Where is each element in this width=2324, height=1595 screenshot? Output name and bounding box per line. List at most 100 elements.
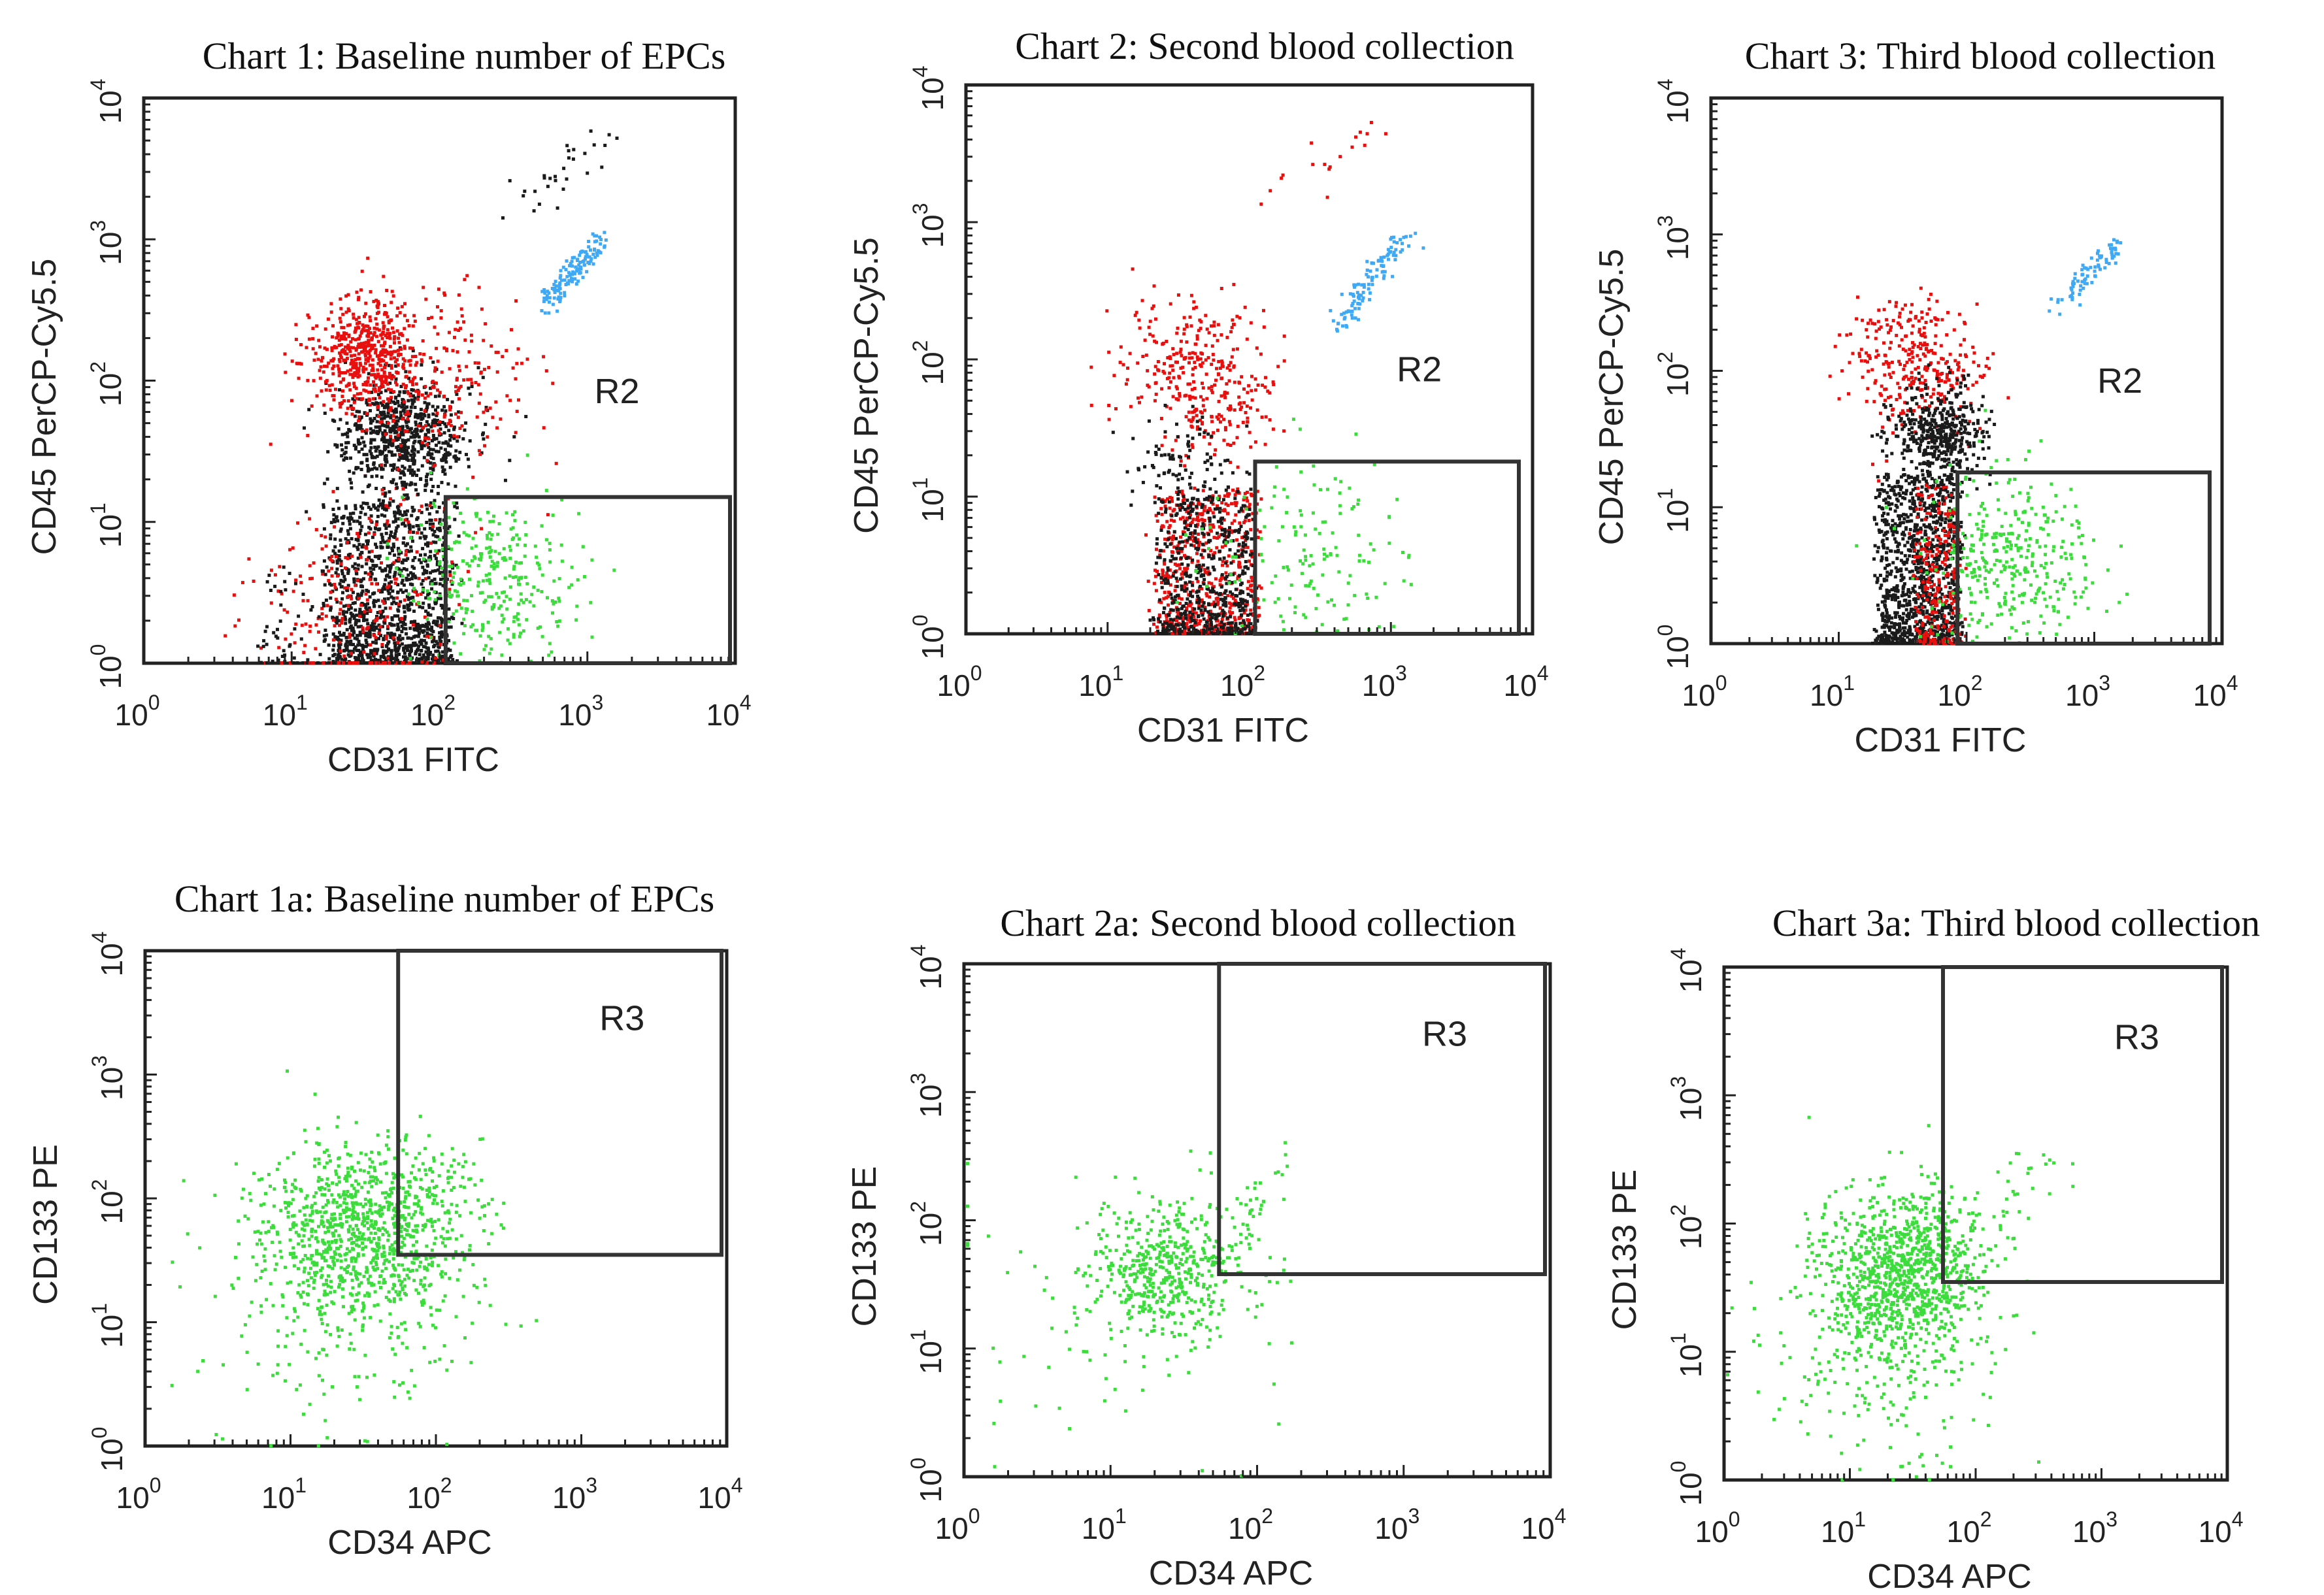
event-dot	[341, 521, 345, 525]
event-dot	[1161, 524, 1165, 528]
event-dot	[380, 561, 383, 565]
event-dot	[373, 466, 376, 470]
event-dot	[346, 540, 349, 544]
event-dot	[508, 574, 512, 578]
event-dot	[403, 615, 407, 619]
event-dot	[1158, 555, 1162, 559]
event-dot	[398, 311, 402, 315]
event-dot	[378, 428, 382, 432]
event-dot	[1234, 529, 1238, 533]
event-dot	[1156, 629, 1159, 633]
event-dot	[369, 655, 373, 659]
event-dot	[544, 538, 548, 542]
event-dot	[434, 650, 438, 653]
event-dot	[492, 567, 496, 570]
event-dot	[358, 442, 362, 446]
event-dot	[1215, 415, 1219, 419]
event-dot	[376, 611, 380, 614]
event-dot	[407, 438, 410, 442]
event-dot	[494, 400, 498, 404]
event-dot	[359, 331, 363, 335]
event-dot	[393, 642, 397, 646]
event-dot	[562, 167, 566, 171]
event-dot	[374, 351, 378, 355]
event-dot	[449, 595, 453, 599]
event-dot	[417, 660, 421, 664]
event-dot	[1193, 342, 1197, 346]
event-dot	[1251, 612, 1255, 616]
event-dot	[410, 402, 414, 406]
event-dot	[410, 539, 414, 543]
event-dot	[357, 534, 361, 538]
event-dot	[476, 383, 480, 387]
event-dot	[408, 627, 412, 631]
event-dot	[438, 518, 442, 521]
event-dot	[1191, 534, 1195, 538]
event-dot	[1148, 333, 1152, 337]
event-dot	[391, 542, 395, 546]
event-dot	[335, 555, 338, 559]
event-dot	[1218, 606, 1222, 610]
event-dot	[433, 656, 437, 660]
event-dot	[407, 608, 410, 612]
event-dot	[1165, 340, 1169, 343]
event-dot	[559, 543, 563, 547]
event-dot	[380, 419, 384, 423]
event-dot	[424, 391, 428, 395]
event-dot	[393, 572, 397, 576]
event-dot	[450, 580, 454, 584]
event-dot	[1228, 548, 1232, 551]
event-dot	[391, 331, 395, 335]
event-dot	[297, 376, 301, 380]
event-dot	[377, 389, 381, 393]
event-dot	[1185, 510, 1189, 514]
event-dot	[471, 475, 475, 479]
event-dot	[1156, 368, 1160, 372]
event-dot	[522, 629, 525, 633]
event-dot	[1197, 519, 1201, 523]
event-dot	[365, 558, 369, 562]
event-dot	[462, 378, 466, 382]
event-dot	[557, 599, 561, 603]
event-dot	[1212, 515, 1216, 519]
event-dot	[525, 582, 529, 585]
event-dot	[405, 420, 408, 424]
event-dot	[457, 397, 461, 401]
event-dot	[1208, 595, 1212, 599]
event-dot	[320, 547, 324, 551]
event-dot	[423, 409, 427, 413]
event-dot	[425, 406, 429, 410]
event-dot	[423, 385, 427, 389]
event-dot	[1238, 316, 1242, 320]
event-dot	[1211, 511, 1215, 515]
event-dot	[365, 608, 369, 612]
event-dot	[441, 573, 445, 577]
event-dot	[440, 656, 444, 660]
event-dot	[1179, 366, 1183, 370]
event-dot	[391, 597, 395, 600]
event-dot	[346, 532, 350, 536]
event-dot	[356, 519, 359, 523]
event-dot	[545, 294, 549, 298]
event-dot	[1242, 401, 1246, 404]
event-dot	[326, 450, 330, 453]
event-dot	[1171, 509, 1175, 513]
event-dot	[363, 512, 367, 516]
event-dot	[1189, 324, 1193, 328]
event-dot	[376, 431, 380, 435]
event-dot	[351, 633, 355, 637]
event-dot	[343, 586, 347, 590]
event-dot	[490, 595, 493, 599]
event-dot	[1185, 325, 1189, 329]
event-dot	[1168, 506, 1172, 510]
event-dot	[420, 510, 423, 514]
event-dot	[444, 440, 448, 444]
event-dot	[603, 144, 607, 147]
event-dot	[505, 607, 509, 611]
event-dot	[345, 640, 349, 644]
event-dot	[540, 289, 544, 293]
event-dot	[1223, 426, 1227, 430]
event-dot	[349, 612, 353, 615]
event-dot	[340, 448, 344, 452]
event-dot	[407, 458, 410, 462]
